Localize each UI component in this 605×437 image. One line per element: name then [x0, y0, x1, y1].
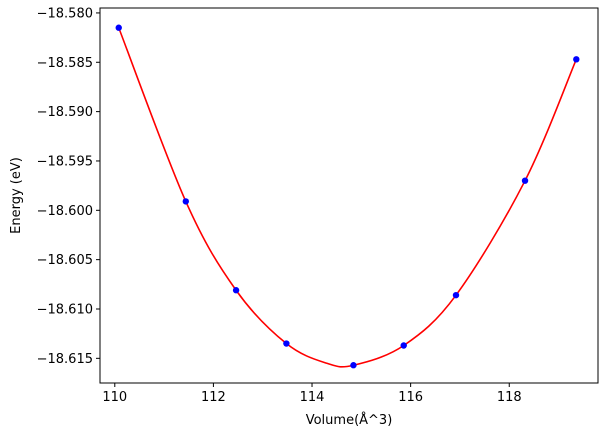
data-point [400, 342, 407, 349]
x-axis-label: Volume(Å^3) [306, 412, 393, 428]
y-tick-label: −18.590 [37, 105, 93, 120]
x-axis-ticks: 110 112 114 116 118 [102, 383, 522, 405]
data-point [350, 362, 357, 369]
x-tick-label: 114 [300, 390, 325, 405]
data-points-layer [115, 24, 580, 369]
data-point [232, 287, 240, 294]
data-point [283, 340, 290, 347]
x-tick-label: 110 [102, 390, 127, 405]
y-tick-label: −18.615 [37, 352, 93, 367]
y-tick-label: −18.580 [37, 6, 93, 21]
data-point [182, 198, 189, 205]
y-tick-label: −18.600 [37, 204, 93, 219]
y-tick-label: −18.585 [37, 56, 93, 71]
plot-frame [99, 7, 599, 384]
fit-curve [117, 27, 578, 368]
y-tick-label: −18.605 [37, 253, 93, 268]
y-axis-ticks: −18.580 −18.585 −18.590 −18.595 −18.600 −18.6… [37, 6, 100, 367]
data-point [452, 291, 460, 299]
x-tick-label: 116 [398, 390, 423, 405]
data-point [573, 56, 580, 63]
x-tick-label: 112 [201, 390, 226, 405]
data-point [521, 177, 529, 184]
y-tick-label: −18.610 [37, 302, 93, 317]
y-axis-label: Energy (eV) [9, 157, 24, 234]
fit-curve-layer [117, 27, 578, 368]
x-tick-label: 118 [497, 390, 522, 405]
y-tick-label: −18.595 [37, 154, 93, 169]
data-point [115, 24, 122, 31]
